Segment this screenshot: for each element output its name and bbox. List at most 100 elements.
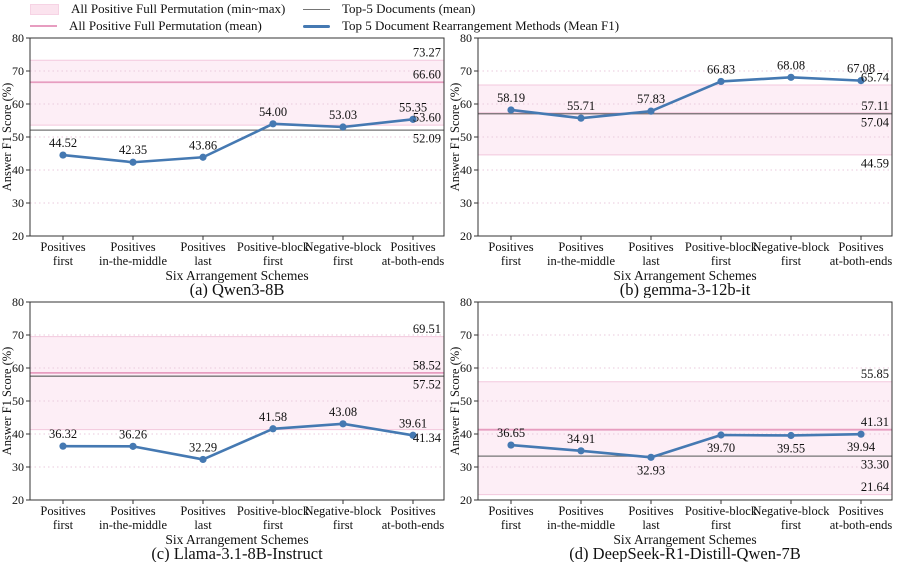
x-category-label: first xyxy=(333,518,354,532)
legend-item-perm-mean: All Positive Full Permutation (mean) xyxy=(30,18,262,34)
point-label: 32.29 xyxy=(189,440,217,454)
y-tick-label: 40 xyxy=(460,163,472,177)
x-category-label: Positive-block xyxy=(237,240,310,254)
y-tick-label: 80 xyxy=(460,34,472,45)
x-category-label: Positives xyxy=(180,240,225,254)
x-category-label: Positives xyxy=(110,504,155,518)
x-category-label: last xyxy=(642,518,660,532)
data-point xyxy=(857,77,865,85)
x-category-label: first xyxy=(711,518,732,532)
x-category-label: Positives xyxy=(628,504,673,518)
edge-label-perm-mean: 66.60 xyxy=(413,68,441,82)
data-point xyxy=(59,151,67,159)
data-point xyxy=(269,425,277,433)
y-tick-label: 70 xyxy=(460,328,472,342)
x-category-label: in-the-middle xyxy=(547,518,615,532)
y-tick-label: 20 xyxy=(460,493,472,507)
y-tick-label: 80 xyxy=(12,34,24,45)
series-line xyxy=(510,76,862,120)
data-point xyxy=(577,114,585,122)
point-label: 39.55 xyxy=(777,441,805,455)
y-axis-title: Answer F1 Score (%) xyxy=(0,347,14,456)
data-point xyxy=(339,420,347,428)
point-label: 36.65 xyxy=(497,426,525,440)
data-point xyxy=(269,120,277,128)
x-category-label: Positives xyxy=(40,504,85,518)
gray-line-swatch-icon xyxy=(303,8,330,10)
data-point xyxy=(647,453,655,461)
data-point xyxy=(787,73,795,81)
edge-label-top5-mean: 57.04 xyxy=(861,115,890,129)
y-tick-label: 60 xyxy=(12,361,24,375)
point-label: 36.26 xyxy=(119,427,147,441)
subplot-svg: 44.52 42.35 43.86 54.00 53.03 55.35 73.27 66.60… xyxy=(0,34,445,298)
x-category-label: Negative-block xyxy=(752,240,830,254)
subplot-svg: 36.65 34.91 32.93 39.70 39.55 39.94 55.85 41.31… xyxy=(448,298,893,562)
point-label: 32.93 xyxy=(637,463,665,477)
data-point xyxy=(717,431,725,439)
y-tick-label: 40 xyxy=(460,427,472,441)
data-point xyxy=(507,106,515,114)
x-category-label: Positives xyxy=(488,240,533,254)
subplot-caption: (c) Llama-3.1-8B-Instruct xyxy=(151,544,323,562)
x-category-label: last xyxy=(194,518,212,532)
edge-label-perm-mean: 58.52 xyxy=(413,358,441,372)
data-point xyxy=(409,115,417,123)
x-category-label: last xyxy=(194,254,212,268)
subplot-svg: 36.32 36.26 32.29 41.58 43.08 39.61 69.51 58.52… xyxy=(0,298,445,562)
point-label: 39.61 xyxy=(399,416,427,430)
legend-item-series: Top 5 Document Rearrangement Methods (Me… xyxy=(303,18,619,34)
x-category-label: first xyxy=(53,518,74,532)
edge-label-top5-mean: 57.52 xyxy=(413,378,441,392)
data-point xyxy=(199,153,207,161)
x-category-label: Positives xyxy=(838,240,883,254)
x-category-label: Positives xyxy=(390,240,435,254)
series-line xyxy=(62,118,414,164)
x-category-label: at-both-ends xyxy=(382,254,445,268)
x-category-label: Negative-block xyxy=(304,240,382,254)
data-point xyxy=(409,431,417,439)
chart-legend: All Positive Full Permutation (min~max) … xyxy=(0,0,897,34)
y-axis-title: Answer F1 Score (%) xyxy=(0,83,14,192)
subplot-d: 36.65 34.91 32.93 39.70 39.55 39.94 55.85 41.31… xyxy=(448,298,896,562)
edge-label-band-max: 55.85 xyxy=(861,367,889,381)
x-axis-title: Six Arrangement Schemes xyxy=(165,268,308,283)
series-line xyxy=(62,422,414,461)
x-axis-title: Six Arrangement Schemes xyxy=(165,532,308,547)
x-category-label: at-both-ends xyxy=(830,518,893,532)
y-tick-label: 60 xyxy=(12,97,24,111)
edge-label-band-max: 69.51 xyxy=(413,322,441,336)
legend-label: Top 5 Document Rearrangement Methods (Me… xyxy=(342,18,620,33)
x-category-label: Positives xyxy=(558,504,603,518)
edge-label-perm-mean: 41.31 xyxy=(861,415,889,429)
legend-label: All Positive Full Permutation (mean) xyxy=(69,18,262,33)
min-max-band xyxy=(478,381,892,495)
edge-label-band-min: 41.34 xyxy=(413,431,442,445)
point-label: 67.08 xyxy=(847,62,875,76)
x-category-label: at-both-ends xyxy=(830,254,893,268)
y-tick-label: 50 xyxy=(12,130,24,144)
x-category-label: first xyxy=(501,254,522,268)
edge-label-perm-mean: 57.11 xyxy=(861,99,889,113)
data-point xyxy=(787,431,795,440)
y-tick-label: 30 xyxy=(460,460,472,474)
point-label: 66.83 xyxy=(707,62,735,76)
x-category-label: at-both-ends xyxy=(382,518,445,532)
legend-item-band: All Positive Full Permutation (min~max) xyxy=(30,1,285,17)
y-tick-label: 30 xyxy=(12,196,24,210)
y-tick-label: 30 xyxy=(12,460,24,474)
point-label: 55.71 xyxy=(567,99,595,113)
data-point xyxy=(339,123,347,131)
x-category-label: first xyxy=(263,518,284,532)
point-label: 39.94 xyxy=(847,440,876,454)
x-axis-title: Six Arrangement Schemes xyxy=(613,268,756,283)
point-label: 42.35 xyxy=(119,143,147,157)
edge-label-top5-mean: 52.09 xyxy=(413,132,441,146)
point-label: 43.08 xyxy=(329,405,357,419)
x-category-label: Positives xyxy=(390,504,435,518)
x-category-label: first xyxy=(263,254,284,268)
point-label: 41.58 xyxy=(259,410,287,424)
legend-label: All Positive Full Permutation (min~max) xyxy=(71,1,286,16)
